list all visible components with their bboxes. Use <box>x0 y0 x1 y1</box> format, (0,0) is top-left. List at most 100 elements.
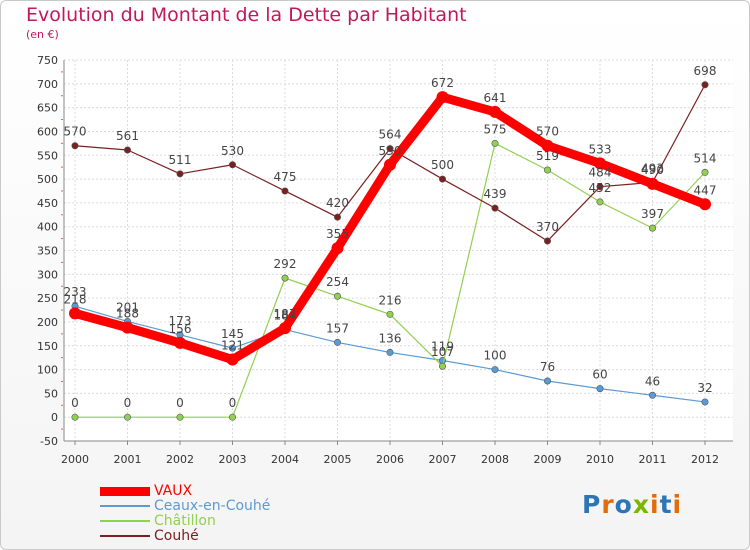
data-point <box>491 139 499 147</box>
data-label: 397 <box>641 207 664 221</box>
data-label: 188 <box>116 307 139 321</box>
data-label: 530 <box>221 144 244 158</box>
data-point <box>491 366 499 374</box>
data-point <box>543 377 551 385</box>
data-label: 216 <box>379 293 402 307</box>
data-point <box>701 81 709 89</box>
data-label: 187 <box>274 307 297 321</box>
data-label: 107 <box>431 345 454 359</box>
legend-swatch-couhe <box>100 535 150 537</box>
data-point <box>543 166 551 174</box>
data-label: 100 <box>484 349 507 363</box>
x-tick-label: 2006 <box>376 453 404 466</box>
legend-swatch-vaux <box>100 487 150 496</box>
data-point <box>71 413 79 421</box>
data-point <box>226 353 239 366</box>
data-label: 530 <box>379 144 402 158</box>
logo-letter: x <box>632 490 650 519</box>
data-label: 233 <box>64 285 87 299</box>
data-label: 145 <box>221 327 244 341</box>
data-point <box>176 413 184 421</box>
legend-label: VAUX <box>154 483 193 499</box>
y-tick-label: 50 <box>44 387 58 400</box>
data-label: 173 <box>169 314 192 328</box>
data-label: 254 <box>326 275 349 289</box>
data-point <box>386 310 394 318</box>
data-point <box>121 321 134 334</box>
data-label: 511 <box>169 153 192 167</box>
data-label: 452 <box>589 181 612 195</box>
data-point <box>176 170 184 178</box>
chart-title: Evolution du Montant de la Dette par Hab… <box>26 4 467 26</box>
data-point <box>648 391 656 399</box>
data-label: 575 <box>484 122 507 136</box>
data-label: 439 <box>484 187 507 201</box>
data-label: 157 <box>326 321 349 335</box>
data-point <box>281 274 289 282</box>
data-label: 292 <box>274 257 297 271</box>
data-label: 201 <box>116 300 139 314</box>
data-label: 493 <box>641 161 664 175</box>
y-tick-label: 0 <box>51 411 58 424</box>
y-tick-label: 700 <box>37 78 58 91</box>
legend-label: Ceaux-en-Couhé <box>154 498 271 514</box>
x-tick-label: 2009 <box>534 453 562 466</box>
y-tick-label: 350 <box>37 245 58 258</box>
data-label: 420 <box>326 196 349 210</box>
data-point <box>279 322 291 335</box>
data-label: 184 <box>274 309 297 323</box>
legend-swatch-chatillon <box>100 520 150 522</box>
data-point <box>701 168 709 176</box>
data-label: 533 <box>589 142 612 156</box>
data-label: 484 <box>589 166 612 180</box>
data-label: 500 <box>431 158 454 172</box>
data-point <box>436 91 449 104</box>
data-point <box>701 398 709 406</box>
y-tick-label: 400 <box>37 221 58 234</box>
logo-letter: r <box>601 490 615 519</box>
legend-item-ceaux: Ceaux-en-Couhé <box>100 498 400 514</box>
data-label: 60 <box>592 368 607 382</box>
logo-letter: t <box>659 490 673 519</box>
data-point <box>596 385 604 393</box>
data-label: 570 <box>64 125 87 139</box>
data-point <box>386 348 394 356</box>
data-label: 156 <box>169 322 192 336</box>
data-point <box>229 413 237 421</box>
data-label: 475 <box>274 170 297 184</box>
data-point <box>174 336 186 349</box>
x-tick-label: 2000 <box>61 453 89 466</box>
data-label: 0 <box>71 396 79 410</box>
data-point <box>438 362 446 370</box>
legend-swatch-ceaux <box>100 505 150 507</box>
logo-letter: i <box>650 490 660 519</box>
data-label: 490 <box>641 163 664 177</box>
y-tick-label: 150 <box>37 340 58 353</box>
data-label: 76 <box>540 360 555 374</box>
data-label: 447 <box>694 183 717 197</box>
data-label: 641 <box>484 91 507 105</box>
data-label: 370 <box>536 220 559 234</box>
data-point <box>384 158 396 171</box>
data-point <box>124 146 132 154</box>
data-label: 561 <box>116 129 139 143</box>
y-tick-label: 650 <box>37 102 58 115</box>
x-tick-label: 2005 <box>324 453 352 466</box>
data-label: 355 <box>326 227 349 241</box>
logo-letter: i <box>672 490 683 519</box>
data-point <box>699 198 711 211</box>
x-tick-label: 2010 <box>586 453 614 466</box>
x-tick-label: 2002 <box>166 453 194 466</box>
legend-item-chatillon: Châtillon <box>100 513 400 529</box>
data-label: 136 <box>379 331 402 345</box>
data-point <box>648 224 656 232</box>
data-point <box>386 145 394 153</box>
data-label: 119 <box>431 340 454 354</box>
data-point <box>124 413 132 421</box>
legend-label: Châtillon <box>154 513 216 529</box>
data-point <box>489 105 501 118</box>
x-tick-label: 2007 <box>429 453 457 466</box>
data-point <box>596 183 604 191</box>
y-tick-label: 250 <box>37 292 58 305</box>
logo-letter: P <box>582 490 602 519</box>
